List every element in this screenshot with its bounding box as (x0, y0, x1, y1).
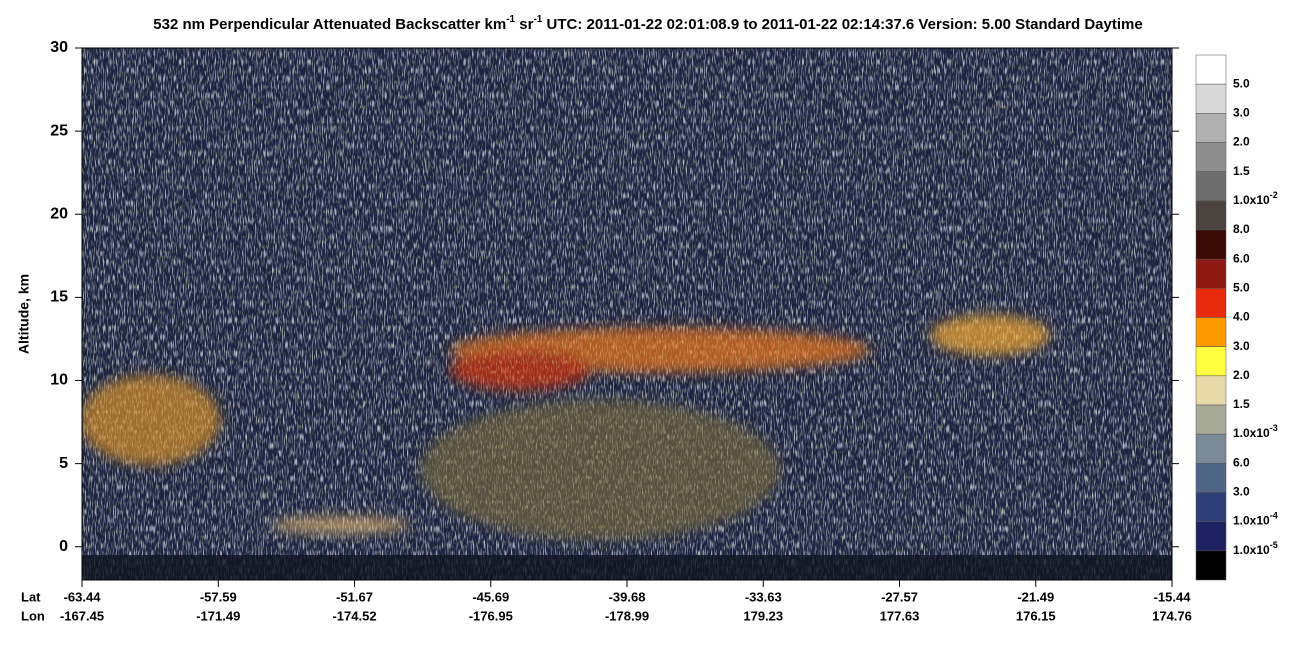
title-superscript: -1 (533, 14, 542, 25)
colorbar-label-exponent: -3 (1270, 424, 1278, 434)
colorbar-label: 6.0 (1233, 251, 1250, 265)
chart-title: 532 nm Perpendicular Attenuated Backscat… (153, 14, 1142, 33)
colorbar-label: 2.0 (1233, 135, 1250, 149)
colorbar-label-exponent: -5 (1270, 540, 1278, 550)
lat-label: -45.69 (472, 589, 509, 604)
colorbar-label: 3.0 (1233, 485, 1250, 499)
colorbar-swatch (1195, 171, 1227, 202)
title-part: 532 nm Perpendicular Attenuated Backscat… (153, 16, 506, 33)
colorbar-label: 1.0x10-5 (1233, 540, 1278, 557)
colorbar-label: 1.0x10-4 (1233, 511, 1278, 528)
colorbar-label-base: 1.0x10 (1233, 543, 1270, 557)
y-tick-label: 15 (50, 289, 68, 306)
backscatter-image (82, 48, 1172, 580)
lon-label: 174.76 (1152, 608, 1192, 623)
colorbar-swatch (1195, 404, 1227, 435)
y-tick-label: 0 (59, 538, 68, 555)
x-row-label: Lat (21, 589, 41, 604)
colorbar-label: 1.5 (1233, 164, 1250, 178)
lat-label: -51.67 (336, 589, 373, 604)
colorbar-swatch (1195, 317, 1227, 347)
colorbar-label: 3.0 (1233, 339, 1250, 353)
colorbar-swatch (1195, 375, 1227, 406)
colorbar-label: 1.0x10-3 (1233, 424, 1278, 441)
colorbar-swatch (1195, 113, 1227, 143)
colorbar-swatch (1195, 288, 1227, 318)
colorbar-swatch (1195, 54, 1227, 85)
colorbar-label: 3.0 (1233, 106, 1250, 120)
colorbar-label-base: 1.0x10 (1233, 426, 1270, 440)
x-row-label: Lon (21, 608, 45, 623)
lat-label: -15.44 (1154, 589, 1192, 604)
lat-label: -21.49 (1017, 589, 1054, 604)
y-tick-label: 5 (59, 455, 68, 472)
colorbar-label: 6.0 (1233, 456, 1250, 470)
lon-label: -167.45 (60, 608, 104, 623)
colorbar-label: 4.0 (1233, 310, 1250, 324)
lon-label: -171.49 (196, 608, 240, 623)
colorbar-label: 1.5 (1233, 397, 1250, 411)
colorbar-label: 5.0 (1233, 281, 1250, 295)
colorbar-swatch (1195, 258, 1227, 289)
lon-label: 179.23 (743, 608, 783, 623)
title-part: UTC: 2011-01-22 02:01:08.9 to 2011-01-22… (542, 16, 1142, 33)
colorbar-label-exponent: -4 (1270, 511, 1278, 521)
colorbar-label: 8.0 (1233, 222, 1250, 236)
lon-label: -176.95 (469, 608, 513, 623)
lon-label: 176.15 (1016, 608, 1056, 623)
y-tick-label: 20 (50, 205, 68, 222)
colorbar-swatch (1195, 550, 1227, 581)
lat-label: -57.59 (200, 589, 237, 604)
title-superscript: -1 (506, 14, 515, 25)
lon-label: -174.52 (332, 608, 376, 623)
colorbar-swatch (1195, 492, 1227, 522)
lat-label: -63.44 (64, 589, 102, 604)
colorbar-swatch (1195, 521, 1227, 552)
lon-label: -178.99 (605, 608, 649, 623)
y-tick-label: 30 (50, 39, 68, 56)
lat-label: -33.63 (745, 589, 782, 604)
lat-label: -39.68 (609, 589, 646, 604)
y-axis-label: Altitude, km (16, 274, 32, 354)
colorbar-label-base: 1.0x10 (1233, 514, 1270, 528)
y-tick-label: 10 (50, 372, 68, 389)
colorbar-label: 5.0 (1233, 76, 1250, 90)
colorbar-swatch (1195, 83, 1227, 114)
colorbar-label-base: 1.0x10 (1233, 193, 1270, 207)
colorbar-swatch (1195, 200, 1227, 231)
colorbar-swatch (1195, 463, 1227, 493)
colorbar-label: 1.0x10-2 (1233, 190, 1278, 207)
y-tick-label: 25 (50, 122, 68, 139)
colorbar-swatch (1195, 142, 1227, 172)
lat-label: -27.57 (881, 589, 918, 604)
title-part: sr (515, 16, 534, 33)
colorbar-swatch (1195, 229, 1227, 260)
colorbar-label-exponent: -2 (1270, 190, 1278, 200)
colorbar-label: 2.0 (1233, 368, 1250, 382)
colorbar-swatch (1195, 433, 1227, 464)
colorbar-swatch (1195, 346, 1227, 377)
lon-label: 177.63 (880, 608, 920, 623)
